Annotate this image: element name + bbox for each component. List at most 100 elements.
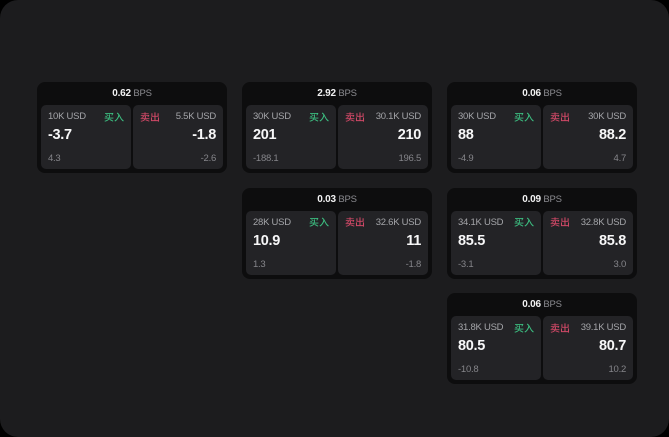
sell-amount: 30.1K USD (375, 111, 422, 122)
sell-quote-cell[interactable]: 32.8K USD 85.8 3.0 (543, 210, 633, 275)
sell-price: 210 (397, 127, 422, 143)
sell-change: 10.2 (608, 364, 627, 375)
buy-quote-cell[interactable]: 30K USD 201 -188.1 (246, 105, 336, 169)
sell-price: 80.7 (598, 338, 626, 354)
sell-side-label (140, 111, 160, 122)
bps-unit-label: BPS (543, 299, 562, 310)
sell-price: 11 (406, 232, 421, 249)
buy-amount: 34.1K USD (458, 216, 504, 228)
sell-change: -1.8 (405, 258, 422, 270)
buy-change: -4.9 (458, 153, 474, 164)
buy-change: -3.1 (458, 258, 474, 270)
sell-cjk-icon (345, 217, 365, 227)
spread-bps-value: 0.06 (522, 88, 541, 99)
panel-header: 0.06 BPS (451, 82, 633, 105)
panel-body: 30K USD 201 -188.1 30.1K USD 210 196.5 (246, 105, 428, 169)
sell-cjk-icon (345, 111, 365, 122)
sell-change: 196.5 (398, 153, 421, 164)
bps-unit-label: BPS (133, 88, 152, 99)
sell-cjk-icon (550, 322, 570, 333)
sell-cell-top: 32.8K USD (550, 216, 626, 229)
buy-cell-top: 28K USD (253, 216, 329, 229)
sell-cjk-icon (550, 111, 570, 122)
buy-change: -188.1 (253, 153, 279, 164)
buy-price: 88 (458, 127, 474, 143)
sell-cell-top: 32.6K USD (345, 216, 421, 229)
sell-quote-cell[interactable]: 32.6K USD 11 -1.8 (338, 210, 428, 275)
spread-bps-value: 0.62 (112, 88, 131, 99)
sell-amount: 5.5K USD (175, 111, 217, 122)
sell-side-label (345, 111, 365, 122)
sell-cell-top: 30.1K USD (345, 110, 421, 123)
quote-panel[interactable]: 2.92 BPS 30K USD 201 -188.1 30.1K USD 21… (242, 82, 432, 173)
spread-bps-value: 2.92 (317, 88, 336, 99)
buy-cjk-icon (309, 217, 329, 227)
buy-cjk-icon (514, 112, 534, 122)
panel-header: 2.92 BPS (246, 82, 428, 105)
sell-cell-top: 5.5K USD (140, 110, 216, 123)
buy-quote-cell[interactable]: 31.8K USD 80.5 -10.8 (451, 316, 541, 380)
quote-panel[interactable]: 0.06 BPS 31.8K USD 80.5 -10.8 39.1K USD … (447, 293, 637, 384)
buy-change: 1.3 (253, 258, 266, 270)
buy-side-label (514, 112, 534, 122)
panel-header: 0.03 BPS (246, 188, 428, 211)
buy-cell-top: 34.1K USD (458, 216, 534, 229)
spread-bps-value: 0.09 (522, 193, 541, 205)
sell-quote-cell[interactable]: 30.1K USD 210 196.5 (338, 105, 428, 169)
buy-cell-top: 30K USD (253, 110, 329, 123)
quote-panel[interactable]: 0.06 BPS 30K USD 88 -4.9 30K USD 88.2 4.… (447, 82, 637, 173)
sell-price: 85.8 (598, 232, 626, 249)
panel-body: 34.1K USD 85.5 -3.1 32.8K USD 85.8 3.0 (451, 210, 633, 275)
buy-cjk-icon (514, 323, 534, 333)
panel-body: 10K USD -3.7 4.3 5.5K USD -1.8 -2.6 (41, 105, 223, 169)
sell-amount: 32.8K USD (580, 216, 627, 228)
sell-side-label (345, 217, 365, 227)
quote-panel[interactable]: 0.09 BPS 34.1K USD 85.5 -3.1 32.8K USD 8… (447, 187, 637, 279)
quote-panel[interactable]: 0.62 BPS 10K USD -3.7 4.3 5.5K USD -1.8 … (37, 82, 227, 173)
buy-quote-cell[interactable]: 10K USD -3.7 4.3 (41, 105, 131, 169)
sell-change: 4.7 (613, 153, 627, 164)
buy-change: -10.8 (458, 364, 479, 375)
sell-quote-cell[interactable]: 39.1K USD 80.7 10.2 (543, 316, 633, 380)
buy-price: 201 (253, 127, 277, 143)
buy-side-label (309, 112, 329, 122)
panel-header: 0.09 BPS (451, 188, 633, 211)
buy-price: 80.5 (458, 338, 486, 354)
sell-cell-top: 30K USD (550, 110, 626, 123)
sell-price: 88.2 (598, 127, 626, 143)
sell-quote-cell[interactable]: 5.5K USD -1.8 -2.6 (133, 105, 223, 169)
spread-bps-value: 0.03 (317, 193, 336, 205)
sell-amount: 39.1K USD (580, 322, 627, 333)
buy-quote-cell[interactable]: 28K USD 10.9 1.3 (246, 210, 336, 275)
buy-cjk-icon (514, 217, 534, 227)
quote-grid: 0.62 BPS 10K USD -3.7 4.3 5.5K USD -1.8 … (37, 82, 637, 384)
buy-amount: 10K USD (48, 111, 86, 122)
sell-side-label (550, 322, 570, 333)
panel-body: 31.8K USD 80.5 -10.8 39.1K USD 80.7 10.2 (451, 316, 633, 380)
buy-cell-top: 10K USD (48, 110, 124, 123)
buy-quote-cell[interactable]: 34.1K USD 85.5 -3.1 (451, 210, 541, 275)
bps-unit-label: BPS (338, 88, 357, 99)
sell-quote-cell[interactable]: 30K USD 88.2 4.7 (543, 105, 633, 169)
buy-amount: 28K USD (253, 216, 291, 228)
buy-side-label (514, 323, 534, 333)
buy-quote-cell[interactable]: 30K USD 88 -4.9 (451, 105, 541, 169)
buy-cell-top: 31.8K USD (458, 321, 534, 334)
bps-unit-label: BPS (543, 193, 562, 205)
buy-price: 85.5 (458, 232, 486, 249)
buy-cell-top: 30K USD (458, 110, 534, 123)
spread-bps-value: 0.06 (522, 299, 541, 310)
buy-cjk-icon (104, 112, 124, 122)
buy-price: -3.7 (48, 127, 72, 143)
buy-side-label (309, 217, 329, 227)
buy-side-label (104, 112, 124, 122)
quote-panel[interactable]: 0.03 BPS 28K USD 10.9 1.3 32.6K USD 11 -… (242, 187, 432, 279)
panel-body: 30K USD 88 -4.9 30K USD 88.2 4.7 (451, 105, 633, 169)
sell-cjk-icon (140, 111, 160, 122)
buy-amount: 30K USD (253, 111, 291, 122)
buy-price: 10.9 (253, 232, 281, 249)
sell-side-label (550, 217, 570, 227)
sell-change: 3.0 (613, 258, 627, 270)
sell-price: -1.8 (192, 127, 216, 143)
